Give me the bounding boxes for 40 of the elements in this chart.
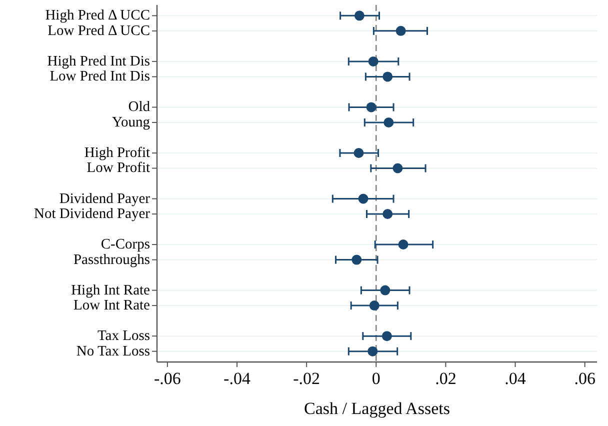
point: [396, 26, 406, 36]
y-tick-label: Low Pred Int Dis: [50, 68, 150, 85]
point: [382, 331, 392, 342]
x-tick-label: 0: [372, 369, 380, 388]
point: [368, 56, 378, 66]
y-tick-label: Low Int Rate: [73, 298, 150, 314]
y-tick-label: C-Corps: [100, 236, 150, 253]
y-tick-label: Dividend Payer: [59, 190, 150, 207]
point: [369, 300, 380, 311]
x-tick-label: .06: [574, 369, 596, 388]
point: [354, 148, 364, 158]
y-tick-label: Old: [128, 99, 151, 116]
point: [358, 194, 368, 204]
y-tick-label: Low Pred Δ UCC: [48, 22, 150, 39]
point: [382, 72, 393, 82]
y-tick-label: No Tax Loss: [76, 343, 150, 360]
y-tick-label: Young: [112, 114, 150, 130]
x-tick-label: -.06: [154, 369, 181, 388]
y-tick-label: Passthroughs: [73, 252, 150, 268]
point: [398, 240, 408, 250]
y-tick-label: High Pred Δ UCC: [45, 8, 150, 24]
point: [352, 254, 362, 265]
point: [380, 285, 390, 296]
y-tick-label: High Int Rate: [71, 282, 150, 298]
y-tick-label: Low Profit: [86, 160, 150, 176]
x-tick-label: -.02: [293, 369, 320, 388]
point: [384, 117, 394, 128]
x-tick-label: .04: [504, 369, 526, 388]
point: [368, 346, 378, 356]
point: [382, 209, 393, 220]
point: [366, 102, 376, 112]
y-tick-label: High Profit: [84, 144, 150, 161]
point: [392, 163, 403, 174]
x-tick-label: .02: [435, 369, 456, 388]
y-tick-label: Not Dividend Payer: [34, 206, 150, 222]
y-tick-label: Tax Loss: [97, 328, 150, 344]
x-tick-label: -.04: [224, 369, 251, 388]
point: [354, 10, 364, 21]
x-axis-title: Cash / Lagged Assets: [304, 399, 450, 418]
y-tick-label: High Pred Int Dis: [47, 53, 150, 70]
